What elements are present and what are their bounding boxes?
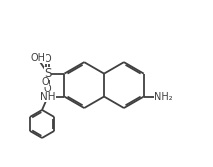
- Text: O: O: [44, 54, 52, 64]
- Text: O: O: [41, 77, 49, 87]
- Text: NH₂: NH₂: [154, 92, 173, 102]
- Text: NH: NH: [40, 92, 56, 102]
- Text: O: O: [44, 84, 52, 94]
- Text: OH: OH: [31, 53, 46, 63]
- Text: S: S: [44, 67, 52, 80]
